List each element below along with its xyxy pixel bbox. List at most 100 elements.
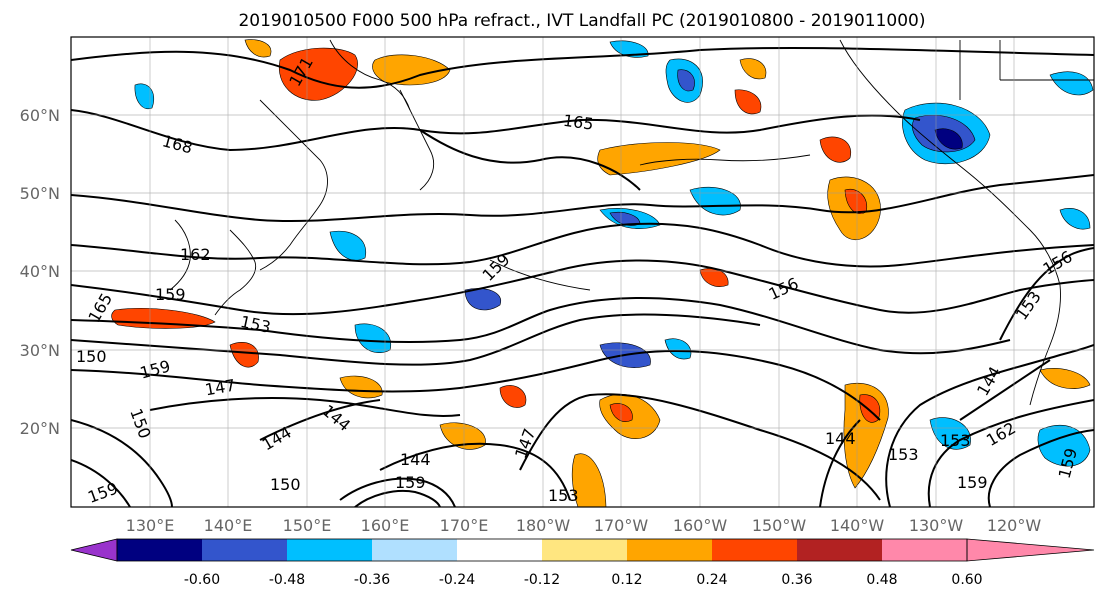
contour-label: 150 xyxy=(270,475,301,494)
negative-anomaly-patch xyxy=(1049,71,1094,96)
coastlines xyxy=(169,39,1094,406)
positive-anomaly-patch xyxy=(499,385,527,408)
lon-tick-label: 140°W xyxy=(830,516,885,535)
contour-label: 153 xyxy=(548,486,579,505)
colorbar: -0.60 -0.48 -0.36 -0.24 -0.12 0.12 0.24 … xyxy=(70,538,1095,588)
contour-line xyxy=(339,477,456,507)
colorbar-tick-label: -0.60 xyxy=(184,572,220,588)
refractivity-contours xyxy=(71,46,1094,507)
colorbar-tick-label: 0.12 xyxy=(611,572,642,588)
contour-line xyxy=(71,109,921,152)
lon-tick-label: 160°W xyxy=(673,516,728,535)
lat-tick-label: 40°N xyxy=(20,262,60,281)
contour-label: 153 xyxy=(940,431,971,450)
colorbar-tick-label: 0.36 xyxy=(781,572,812,588)
colorbar-bin xyxy=(457,539,542,561)
lat-tick-label: 30°N xyxy=(20,341,60,360)
positive-anomaly-patch xyxy=(597,142,721,176)
positive-anomaly-patch xyxy=(372,54,451,86)
contour-line xyxy=(71,349,881,421)
contour-line xyxy=(71,459,131,507)
map-title: 2019010500 F000 500 hPa refract., IVT La… xyxy=(238,11,925,31)
refractivity-pc-shading xyxy=(111,39,1094,507)
coastline xyxy=(959,40,1094,100)
negative-anomaly-patch xyxy=(134,83,155,110)
positive-anomaly-patch xyxy=(229,342,259,368)
lon-tick-label: 160°E xyxy=(361,516,410,535)
colorbar-bin xyxy=(372,539,457,561)
negative-anomaly-patch xyxy=(689,186,741,216)
contour-label: 159 xyxy=(155,285,186,304)
contour-line xyxy=(71,313,761,366)
lat-tick-label: 50°N xyxy=(20,184,60,203)
colorbar-bin xyxy=(712,539,797,561)
contour-label: 162 xyxy=(180,245,211,264)
lon-tick-label: 180°W xyxy=(516,516,571,535)
positive-anomaly-patch xyxy=(1039,368,1091,389)
map-frame xyxy=(70,36,1095,508)
latitude-labels: 60°N 50°N 40°N 30°N 20°N xyxy=(20,106,60,438)
coastline xyxy=(639,154,811,166)
colorbar-bin xyxy=(202,539,287,561)
contour-line xyxy=(71,222,1094,268)
lon-tick-label: 150°E xyxy=(283,516,332,535)
positive-anomaly-patch xyxy=(439,422,486,450)
map-panel: 171 168 165 162 159 159 156 156 153 153 … xyxy=(70,36,1095,508)
lon-tick-label: 140°E xyxy=(204,516,253,535)
positive-anomaly-patch xyxy=(819,136,852,163)
lat-tick-label: 60°N xyxy=(20,106,60,125)
contour-label: 159 xyxy=(395,473,426,492)
contour-line xyxy=(987,429,1094,507)
contour-label: 144 xyxy=(825,429,856,448)
colorbar-tick-label: 0.48 xyxy=(866,572,897,588)
contour-label: 144 xyxy=(400,450,431,469)
positive-anomaly-patch xyxy=(739,58,767,80)
coastline xyxy=(839,39,1061,286)
colorbar-frame xyxy=(116,538,968,562)
colorbar-tick-label: -0.36 xyxy=(354,572,390,588)
coastline xyxy=(169,219,191,291)
colorbar-bin xyxy=(882,539,967,561)
lon-tick-label: 150°W xyxy=(752,516,807,535)
colorbar-bin xyxy=(117,539,202,561)
colorbar-bin xyxy=(287,539,372,561)
coastline xyxy=(1029,284,1061,406)
graticule xyxy=(71,37,1094,507)
coastline xyxy=(259,99,328,271)
contour-line xyxy=(71,46,1094,89)
colorbar-right-extend xyxy=(966,538,1095,562)
longitude-labels: 130°E 140°E 150°E 160°E 170°E 180°W 170°… xyxy=(126,516,1042,535)
contour-line xyxy=(379,442,571,501)
negative-anomaly-patch xyxy=(329,230,367,261)
colorbar-tick-label: 0.60 xyxy=(951,572,982,588)
colorbar-bin xyxy=(627,539,712,561)
contour-line xyxy=(419,129,641,191)
lon-tick-label: 130°W xyxy=(909,516,964,535)
contour-line xyxy=(354,489,441,507)
negative-anomaly-patch xyxy=(1059,208,1091,230)
negative-anomaly-patch xyxy=(677,69,695,92)
colorbar-bin xyxy=(797,539,882,561)
contour-label: 150 xyxy=(76,347,107,366)
contour-line xyxy=(149,397,461,417)
colorbar-tick-label: -0.48 xyxy=(269,572,305,588)
contour-line xyxy=(71,259,1094,316)
contour-line xyxy=(999,247,1094,341)
coastline xyxy=(329,39,411,111)
lon-tick-label: 170°E xyxy=(440,516,489,535)
colorbar-tick-label: 0.24 xyxy=(696,572,727,588)
lon-tick-label: 130°E xyxy=(126,516,175,535)
colorbar-tick-label: -0.12 xyxy=(524,572,560,588)
contour-label: 153 xyxy=(888,445,919,464)
contour-line xyxy=(819,419,861,507)
negative-anomaly-patch xyxy=(934,128,963,150)
negative-anomaly-patch xyxy=(929,417,971,450)
contour-line xyxy=(71,174,1094,223)
contour-line xyxy=(927,399,1094,507)
contour-line xyxy=(71,419,173,507)
coastline xyxy=(214,229,257,316)
colorbar-left-extend xyxy=(70,538,118,562)
contour-line xyxy=(519,393,881,501)
positive-anomaly-patch xyxy=(278,47,358,101)
contour-line xyxy=(959,359,1051,421)
